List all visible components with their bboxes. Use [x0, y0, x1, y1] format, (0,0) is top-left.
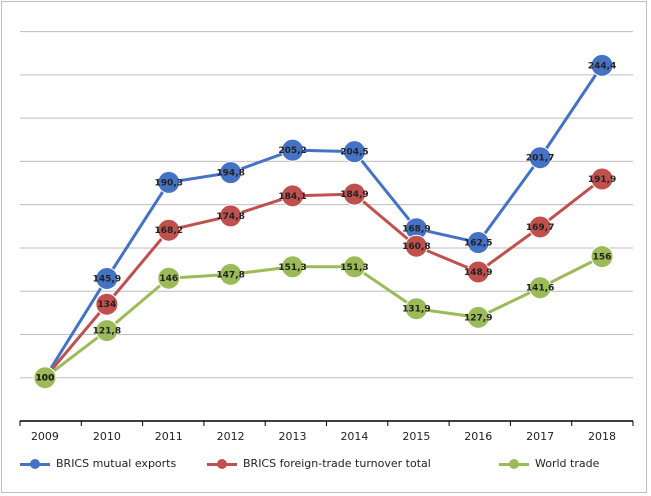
- data-point: [528, 276, 552, 300]
- data-label: 151,3: [278, 263, 306, 273]
- data-label: 190,3: [155, 178, 183, 188]
- data-point: [466, 305, 490, 329]
- series-line: [43, 177, 603, 379]
- data-label: 201,7: [526, 154, 554, 164]
- x-tick-label: 2014: [340, 430, 368, 443]
- data-point: [528, 215, 552, 239]
- legend-swatch: [20, 458, 50, 469]
- data-point: [281, 255, 305, 279]
- data-point: [219, 161, 243, 185]
- data-label: 205,2: [278, 146, 306, 156]
- data-point: [404, 297, 428, 321]
- data-label: 100: [36, 374, 55, 384]
- data-point: [33, 366, 57, 390]
- data-point: [342, 140, 366, 164]
- x-tick-label: 2009: [31, 430, 59, 443]
- data-point: [466, 231, 490, 255]
- data-point: [281, 138, 305, 162]
- x-tick-label: 2015: [402, 430, 430, 443]
- data-label: 141,6: [526, 284, 554, 294]
- series-markers: [33, 53, 614, 390]
- data-point: [95, 319, 119, 343]
- data-label: 100: [36, 374, 55, 384]
- data-label: 147,8: [216, 270, 244, 280]
- data-label: 146: [159, 274, 178, 284]
- x-tick-label: 2017: [526, 430, 554, 443]
- legend-item-mutual-exports: BRICS mutual exports: [20, 457, 176, 470]
- data-label: 184,1: [278, 192, 306, 202]
- data-label: 148,9: [464, 268, 492, 278]
- data-point: [95, 266, 119, 290]
- x-tick-label: 2010: [93, 430, 121, 443]
- data-label: 162,5: [464, 239, 492, 249]
- data-labels: 100 145,9 190,3 194,8 205,2 204,5 168,9 162,5 20…: [36, 61, 617, 383]
- data-label: 191,9: [588, 175, 616, 185]
- data-label: 134: [97, 300, 116, 310]
- x-tick-label: 2011: [155, 430, 183, 443]
- data-label: 100: [36, 374, 55, 384]
- gridlines: [20, 31, 633, 379]
- data-label: 131,9: [402, 305, 430, 315]
- data-label: 204,5: [340, 148, 368, 158]
- legend-item-world-trade: World trade: [499, 457, 599, 470]
- data-label: 174,8: [216, 212, 244, 222]
- data-point: [95, 292, 119, 316]
- data-label: 151,3: [340, 263, 368, 273]
- data-label: 168,9: [402, 225, 430, 235]
- legend-label: BRICS foreign-trade turnover total: [243, 457, 431, 470]
- data-point: [404, 234, 428, 258]
- data-point: [342, 255, 366, 279]
- data-label: 184,9: [340, 190, 368, 200]
- x-tick-label: 2018: [588, 430, 616, 443]
- legend-item-foreign-trade: BRICS foreign-trade turnover total: [207, 457, 431, 470]
- series-line: [43, 64, 604, 379]
- legend-swatch: [207, 458, 237, 469]
- data-label: 194,8: [216, 169, 244, 179]
- x-tick-label: 2016: [464, 430, 492, 443]
- data-point: [157, 218, 181, 242]
- data-point: [281, 184, 305, 208]
- data-point: [157, 170, 181, 194]
- data-label: 160,8: [402, 242, 430, 252]
- data-label: 244,4: [588, 61, 616, 71]
- x-axis: 2009 2010 2011 2012 2013 2014 2015 2016 2017 2018: [19, 420, 634, 443]
- data-point: [157, 266, 181, 290]
- data-point: [219, 204, 243, 228]
- data-label: 168,2: [155, 226, 183, 236]
- data-label: 169,7: [526, 223, 554, 233]
- data-point: [466, 260, 490, 284]
- x-tick-label: 2013: [279, 430, 307, 443]
- legend-swatch: [499, 458, 529, 469]
- legend-label: World trade: [535, 457, 600, 470]
- series-lines: [43, 64, 604, 379]
- data-label: 156: [593, 253, 612, 263]
- data-point: [590, 245, 614, 269]
- data-label: 145,9: [93, 274, 121, 284]
- data-label: 121,8: [93, 327, 121, 337]
- legend-label: BRICS mutual exports: [56, 457, 177, 470]
- data-point: [342, 182, 366, 206]
- data-point: [590, 53, 614, 77]
- data-point: [528, 146, 552, 170]
- data-label: 127,9: [464, 313, 492, 323]
- data-point: [219, 262, 243, 286]
- x-tick-label: 2012: [217, 430, 245, 443]
- data-point: [590, 167, 614, 191]
- series-line: [44, 255, 603, 379]
